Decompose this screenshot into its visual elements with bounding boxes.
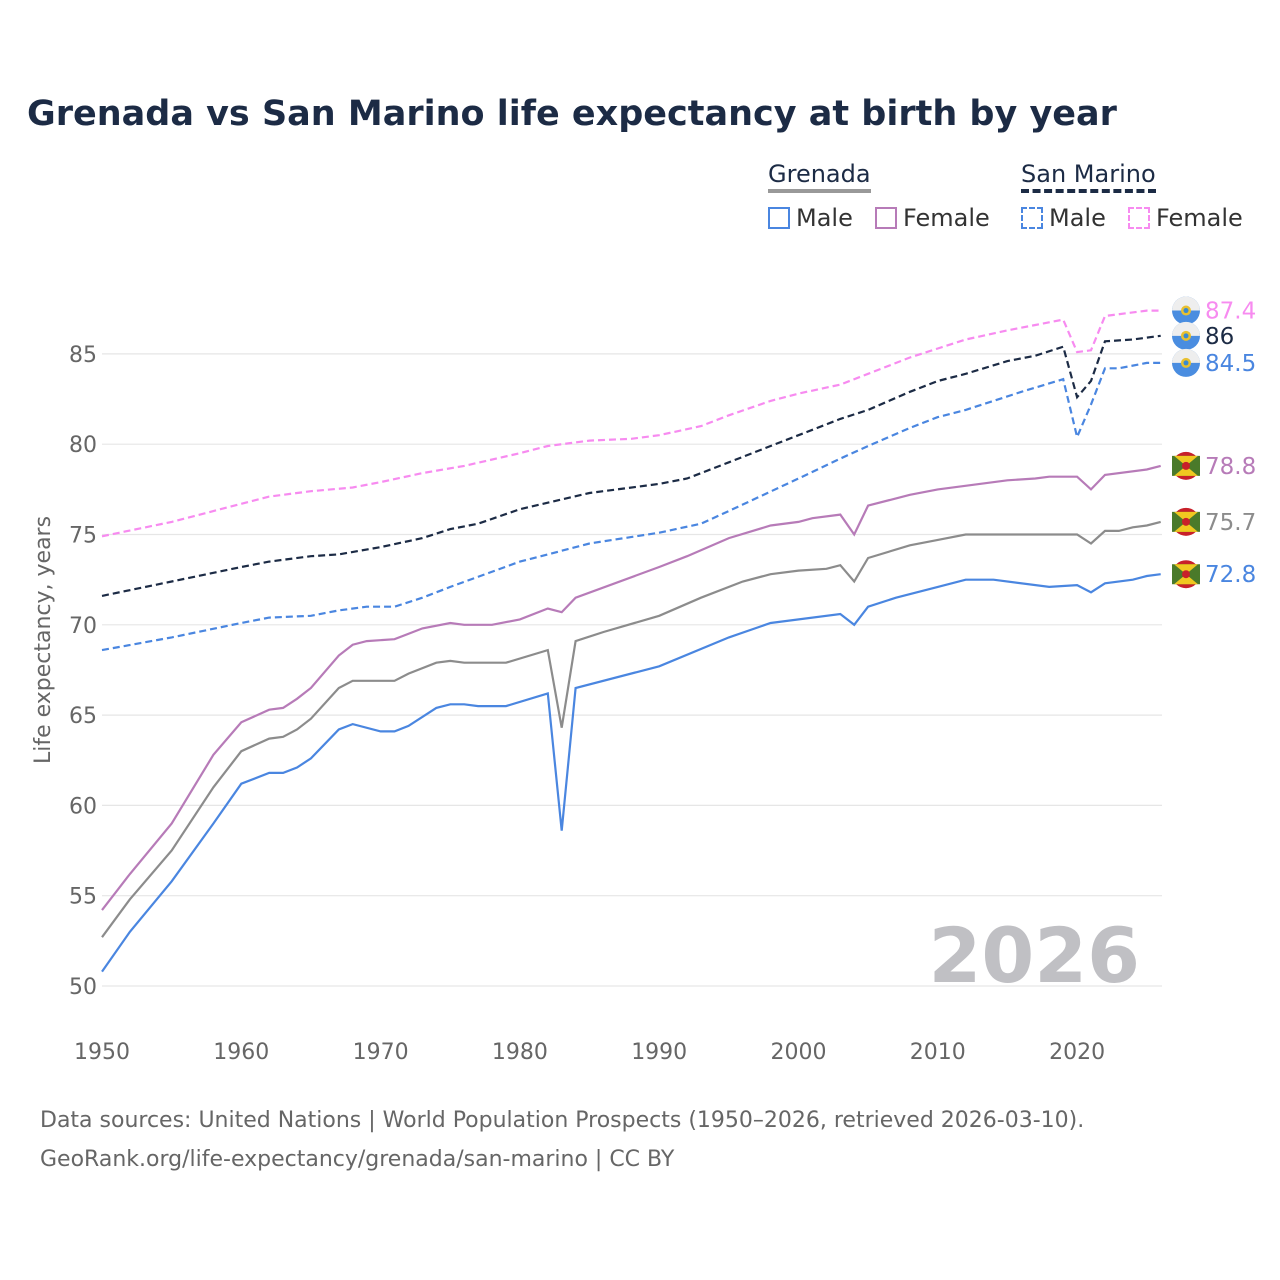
legend-swatch	[875, 207, 897, 229]
y-tick-label: 70	[69, 614, 97, 639]
legend-group-san-marino: San Marino	[1021, 160, 1156, 193]
y-tick-label: 60	[69, 794, 97, 819]
grenada-flag-icon	[1172, 507, 1200, 536]
series-line-san-marino[interactable]	[101, 334, 1161, 597]
y-tick-label: 55	[69, 885, 97, 910]
y-tick-label: 80	[69, 433, 97, 458]
x-tick-label: 1970	[353, 1040, 409, 1065]
legend-label: Male	[796, 204, 853, 232]
end-value-label: 72.8	[1205, 562, 1256, 588]
legend-swatch	[768, 207, 790, 229]
footer-url[interactable]: GeoRank.org/life-expectancy/grenada/san-…	[40, 1147, 675, 1172]
legend-swatch	[1128, 207, 1150, 229]
end-value-label: 86	[1205, 324, 1234, 350]
x-tick-label: 1950	[74, 1040, 130, 1065]
san-marino-flag-icon	[1172, 348, 1200, 377]
series-line-san-marino-male[interactable]	[101, 361, 1161, 652]
legend-label: Female	[1156, 204, 1243, 232]
y-tick-label: 65	[69, 704, 97, 729]
end-value-label: 84.5	[1205, 351, 1256, 377]
legend-group-grenada: Grenada	[768, 160, 871, 193]
chart-title: Grenada vs San Marino life expectancy at…	[27, 94, 1117, 134]
x-tick-label: 1980	[492, 1040, 548, 1065]
san-marino-flag-icon	[1172, 296, 1200, 325]
legend-san-marino-female[interactable]: Female	[1128, 204, 1243, 232]
grenada-flag-icon	[1172, 451, 1200, 480]
y-tick-label: 75	[69, 524, 97, 549]
series-line-grenada-male[interactable]	[101, 573, 1161, 973]
x-tick-label: 2000	[771, 1040, 827, 1065]
legend-grenada-female[interactable]: Female	[875, 204, 990, 232]
san-marino-flag-icon	[1172, 321, 1200, 350]
series-line-grenada[interactable]	[101, 520, 1161, 938]
end-value-label: 87.4	[1205, 299, 1256, 325]
year-watermark: 2026	[928, 911, 1140, 1000]
series-line-grenada-female[interactable]	[101, 464, 1161, 911]
legend-label: Male	[1049, 204, 1106, 232]
legend-grenada-male[interactable]: Male	[768, 204, 853, 232]
y-axis-label: Life expectancy, years	[31, 516, 56, 764]
y-tick-label: 85	[69, 343, 97, 368]
legend-san-marino-male[interactable]: Male	[1021, 204, 1106, 232]
end-value-label: 75.7	[1205, 510, 1256, 536]
y-tick-label: 50	[69, 975, 97, 1000]
legend-swatch	[1021, 207, 1043, 229]
x-tick-label: 1960	[213, 1040, 269, 1065]
x-tick-label: 2010	[910, 1040, 966, 1065]
grenada-flag-icon	[1172, 560, 1200, 589]
legend-label: Female	[903, 204, 990, 232]
series-line-san-marino-female[interactable]	[101, 309, 1161, 538]
end-value-label: 78.8	[1205, 454, 1256, 480]
footer-sources: Data sources: United Nations | World Pop…	[40, 1108, 1085, 1133]
x-tick-label: 2020	[1049, 1040, 1105, 1065]
x-tick-label: 1990	[631, 1040, 687, 1065]
